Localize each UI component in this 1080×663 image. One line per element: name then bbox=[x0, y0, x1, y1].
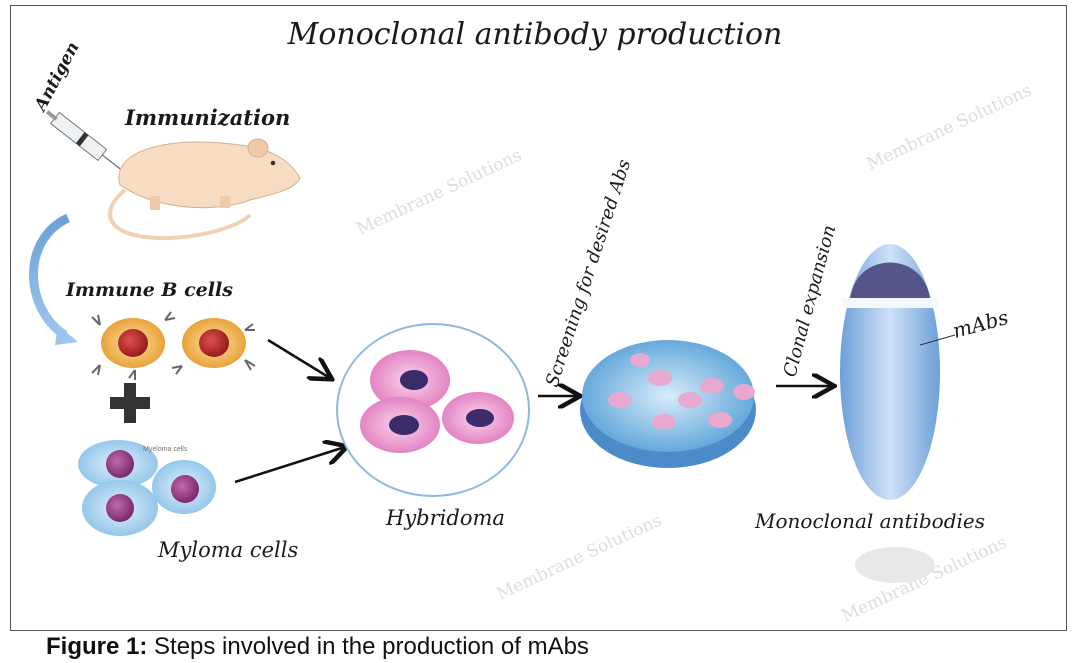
caption-text: Steps involved in the production of mAbs bbox=[147, 633, 589, 660]
antibody-tube-icon bbox=[840, 244, 940, 583]
myeloma-small-label: Myeloma cells bbox=[143, 446, 188, 453]
antigen-label: Antigen bbox=[30, 39, 84, 116]
watermark: Membrane Solutions bbox=[354, 146, 525, 240]
arrow bbox=[234, 447, 345, 484]
watermark: Membrane Solutions bbox=[839, 533, 1010, 627]
plus-icon bbox=[110, 383, 150, 423]
hybridoma-cells bbox=[336, 323, 530, 497]
hybridoma-label: Hybridoma bbox=[385, 506, 505, 530]
syringe-icon: Antigen bbox=[30, 39, 128, 176]
curved-arrow bbox=[29, 213, 71, 339]
immune-b-cells-label: Immune B cells bbox=[65, 279, 233, 301]
caption-prefix: Figure 1: bbox=[46, 633, 148, 660]
figure-frame bbox=[10, 5, 1067, 631]
mouse-icon bbox=[108, 138, 301, 241]
clonal-expansion-label: Clonal expansion bbox=[780, 223, 841, 379]
watermark: Membrane Solutions bbox=[494, 511, 665, 605]
monoclonal-antibodies-label: Monoclonal antibodies bbox=[754, 509, 985, 533]
myloma-cells-label: Myloma cells bbox=[157, 538, 298, 562]
petri-dish-icon bbox=[580, 340, 756, 468]
b-cells bbox=[91, 311, 256, 380]
immunization-label: Immunization bbox=[124, 105, 290, 130]
myeloma-cells: Myeloma cells bbox=[78, 440, 216, 536]
diagram-title: Monoclonal antibody production bbox=[287, 17, 783, 52]
arrow bbox=[267, 338, 330, 378]
mabs-label: mAbs bbox=[950, 305, 1011, 343]
figure-caption: Figure 1: Steps involved in the producti… bbox=[46, 633, 589, 661]
watermark: Membrane Solutions bbox=[864, 81, 1035, 175]
